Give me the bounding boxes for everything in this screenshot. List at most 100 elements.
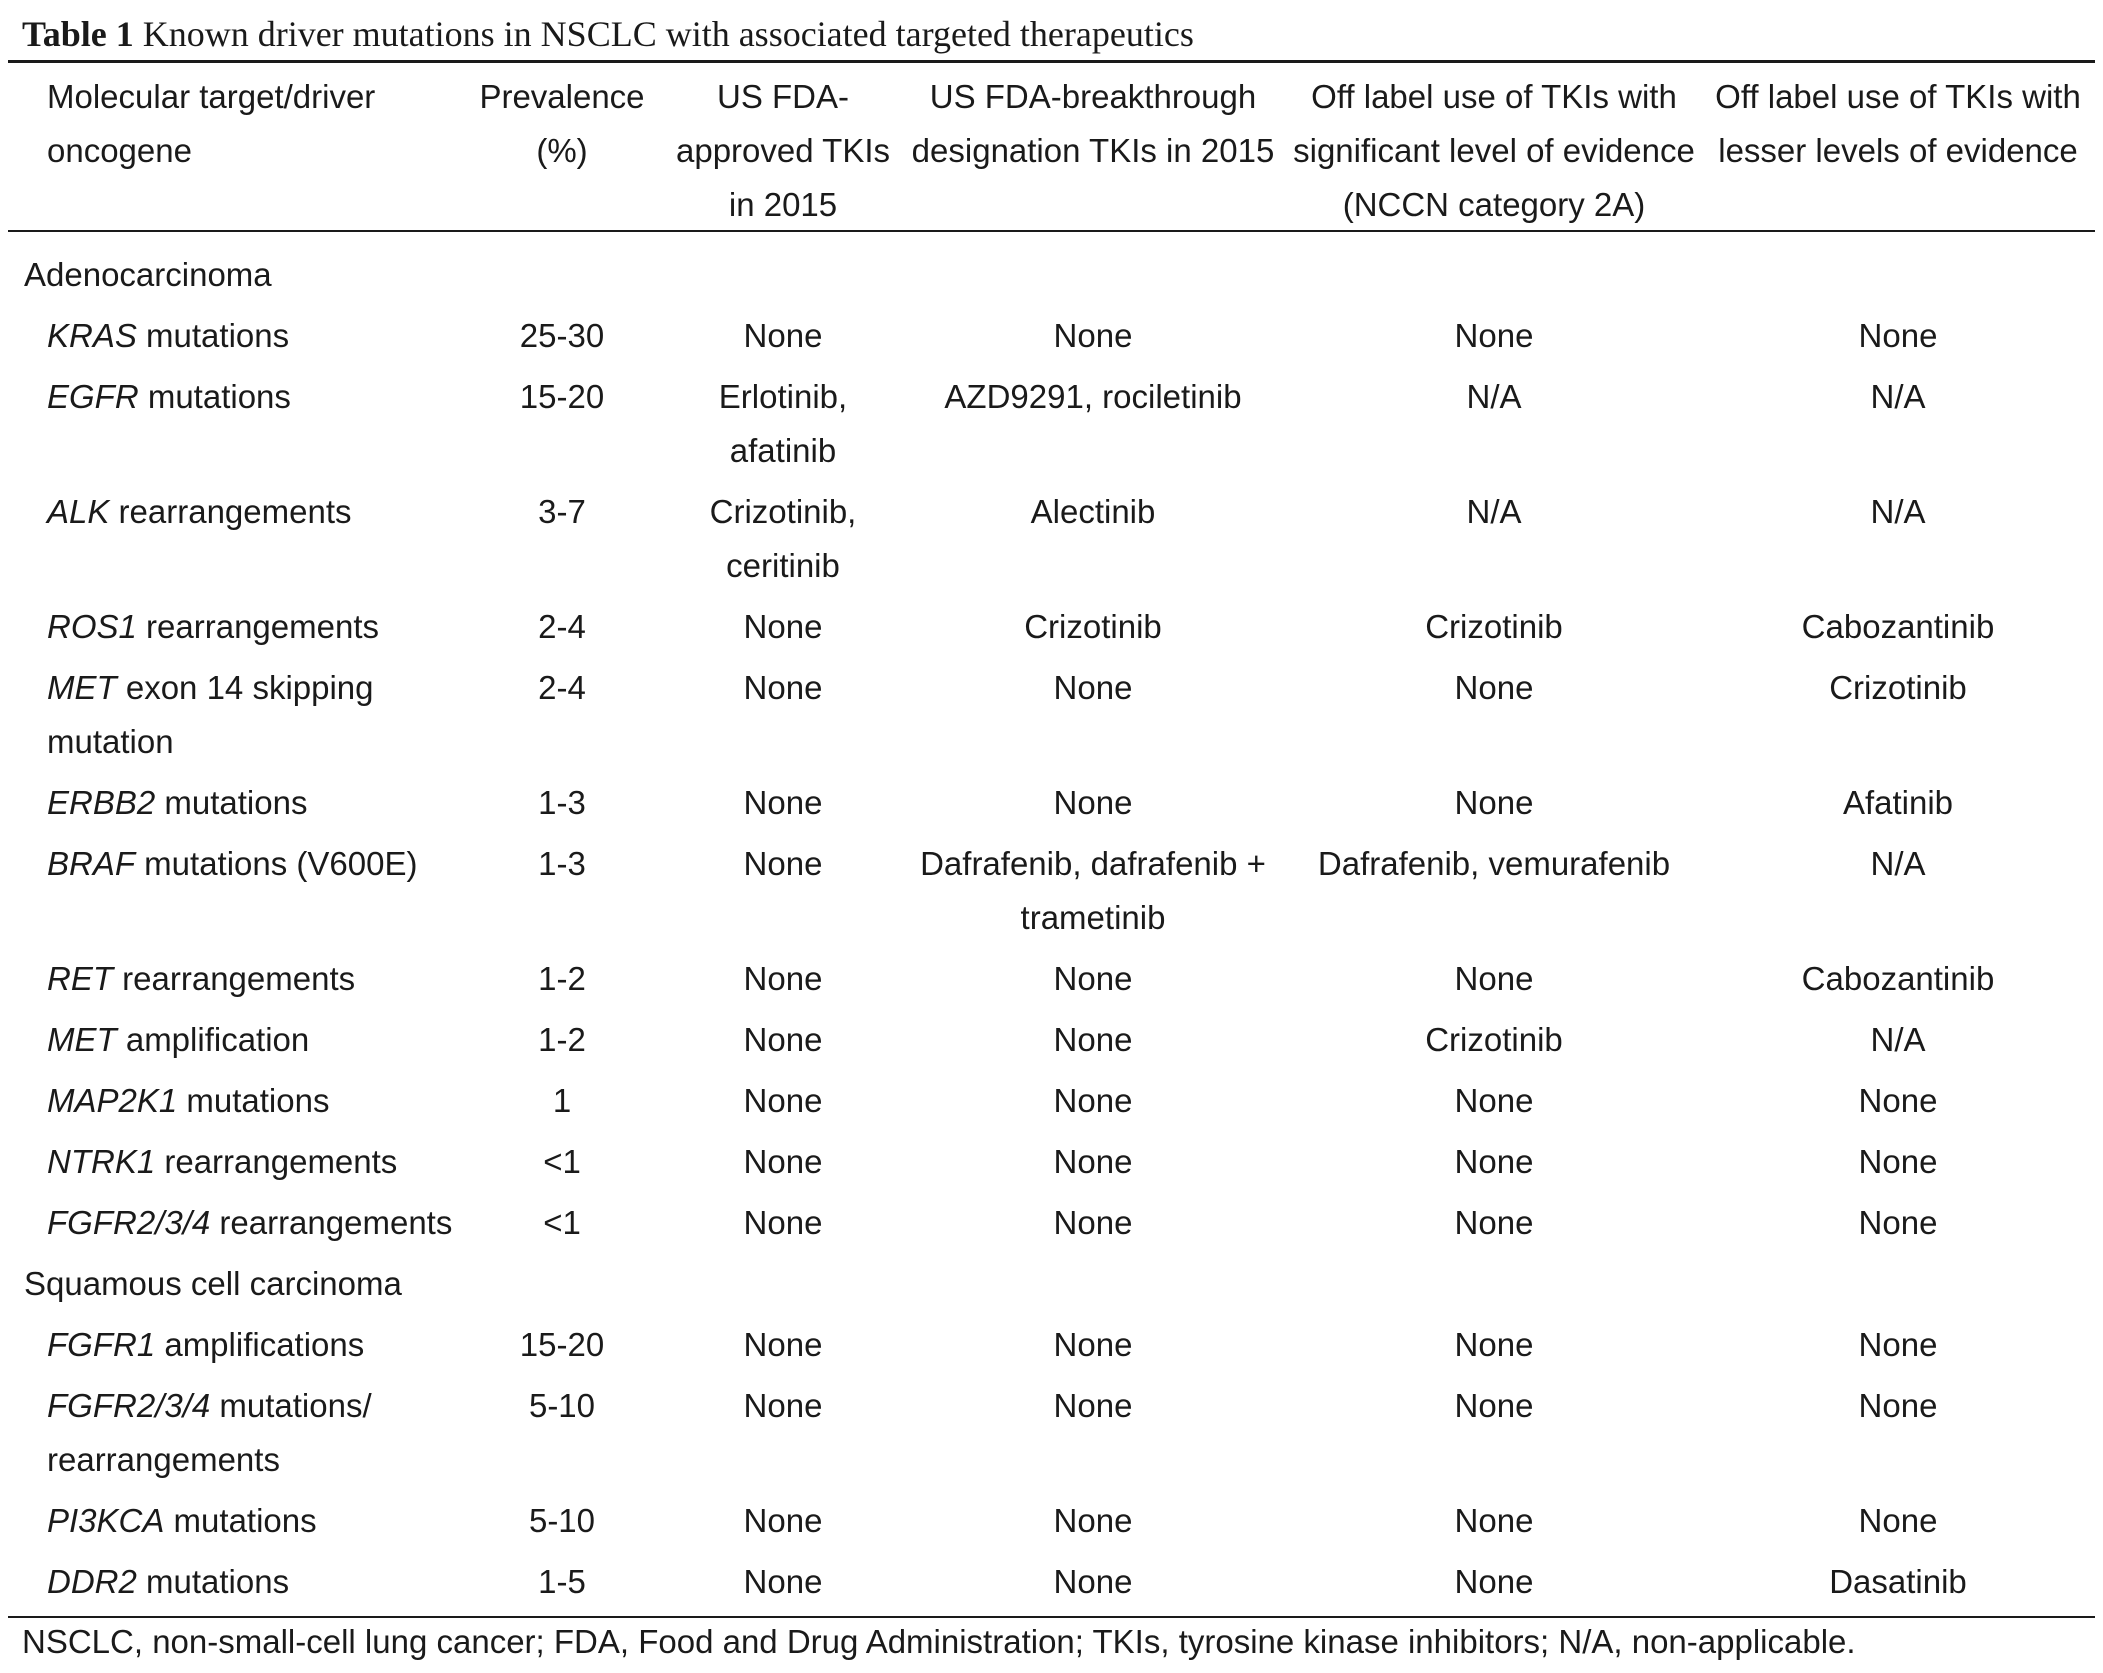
alteration-type: rearrangements [136, 608, 379, 645]
offlabel-2a-cell: None [1454, 1563, 1534, 1600]
breakthrough-cell: None [1053, 1387, 1133, 1424]
breakthrough-cell: None [1053, 1082, 1133, 1119]
table-row: KRAS mutations 25-30 None None None None [8, 307, 2095, 368]
molecular-target-cell: RET rearrangements [8, 950, 457, 1011]
alteration-type: rearrangements [113, 960, 356, 997]
alteration-type: rearrangements [155, 1143, 398, 1180]
prevalence-cell: 5-10 [528, 1387, 596, 1424]
fda-approved-cell: None [743, 960, 823, 997]
prevalence-cell: 3-7 [538, 493, 586, 530]
gene-name: MET [47, 669, 117, 706]
breakthrough-cell: None [1053, 317, 1133, 354]
offlabel-lesser-cell: N/A [1870, 845, 1926, 882]
fda-approved-cell: None [743, 1021, 823, 1058]
offlabel-2a-cell: None [1454, 669, 1534, 706]
section-title: Squamous cell carcinoma [24, 1265, 402, 1302]
column-header: Off label use of TKIs with lesser levels… [1715, 78, 2081, 169]
gene-name: RET [47, 960, 113, 997]
fda-approved-cell: None [743, 1387, 823, 1424]
molecular-target-cell: ERBB2 mutations [8, 774, 457, 835]
alteration-type: mutations [136, 317, 290, 354]
breakthrough-cell: None [1053, 1502, 1133, 1539]
section-title: Adenocarcinoma [24, 256, 272, 293]
breakthrough-cell: AZD9291, rociletinib [944, 378, 1242, 415]
gene-name: DDR2 [47, 1563, 137, 1600]
breakthrough-cell: Crizotinib [1024, 608, 1162, 645]
gene-name: MET [47, 1021, 117, 1058]
offlabel-lesser-cell: None [1858, 1387, 1938, 1424]
table-body: Adenocarcinoma KRAS mutations 25-30 None Non… [8, 246, 2095, 1614]
molecular-target-cell: FGFR2/3/4 rearrangements [8, 1194, 457, 1255]
header-rule [8, 230, 2095, 232]
molecular-target-cell: ROS1 rearrangements [8, 598, 457, 659]
fda-approved-cell: None [743, 1143, 823, 1180]
molecular-target-cell: FGFR2/3/4 mutations/ rearrangements [8, 1377, 457, 1492]
breakthrough-cell: Alectinib [1030, 493, 1156, 530]
offlabel-lesser-cell: None [1858, 1326, 1938, 1363]
offlabel-2a-cell: None [1454, 1502, 1534, 1539]
offlabel-lesser-cell: Cabozantinib [1801, 608, 1995, 645]
prevalence-cell: 2-4 [538, 608, 586, 645]
offlabel-lesser-cell: Cabozantinib [1801, 960, 1995, 997]
gene-name: PI3KCA [47, 1502, 165, 1539]
prevalence-cell: 2-4 [538, 669, 586, 706]
breakthrough-cell: None [1053, 1204, 1133, 1241]
gene-name: ROS1 [47, 608, 137, 645]
gene-name: BRAF [47, 845, 136, 882]
alteration-type: amplification [116, 1021, 310, 1058]
prevalence-cell: 1-5 [538, 1563, 586, 1600]
offlabel-lesser-cell: None [1858, 1204, 1938, 1241]
table-row: FGFR1 amplifications 15-20 None None None Non… [8, 1316, 2095, 1377]
gene-name: ERBB2 [47, 784, 156, 821]
gene-name: KRAS [47, 317, 137, 354]
offlabel-2a-cell: Crizotinib [1425, 608, 1563, 645]
alteration-type: mutations [177, 1082, 330, 1119]
column-header: Prevalence (%) [479, 78, 645, 169]
offlabel-2a-cell: None [1454, 1143, 1534, 1180]
offlabel-lesser-cell: Dasatinib [1829, 1563, 1967, 1600]
offlabel-2a-cell: N/A [1466, 493, 1522, 530]
table-row: EGFR mutations 15-20 Erlotinib, afatinib AZ… [8, 368, 2095, 483]
table-row: NTRK1 rearrangements <1 None None None None [8, 1133, 2095, 1194]
fda-approved-cell: Crizotinib, ceritinib [709, 493, 857, 584]
bottom-rule [8, 1616, 2095, 1618]
offlabel-lesser-cell: Afatinib [1842, 784, 1954, 821]
table-row: ERBB2 mutations 1-3 None None None Afatinib [8, 774, 2095, 835]
alteration-type: rearrangements [210, 1204, 453, 1241]
fda-approved-cell: Erlotinib, afatinib [718, 378, 848, 469]
breakthrough-cell: None [1053, 1143, 1133, 1180]
fda-approved-cell: None [743, 1204, 823, 1241]
alteration-type: mutations [136, 1563, 290, 1600]
table-row: RET rearrangements 1-2 None None None Cabozan… [8, 950, 2095, 1011]
molecular-target-cell: FGFR1 amplifications [8, 1316, 457, 1377]
alteration-type: mutations [164, 1502, 317, 1539]
prevalence-cell: 5-10 [528, 1502, 596, 1539]
gene-name: FGFR2/3/4 [47, 1387, 211, 1424]
alteration-type: exon 14 skipping mutation [47, 669, 383, 760]
molecular-target-cell: MAP2K1 mutations [8, 1072, 457, 1133]
table-row: DDR2 mutations 1-5 None None None Dasatinib [8, 1553, 2095, 1614]
gene-name: ALK [47, 493, 110, 530]
fda-approved-cell: None [743, 317, 823, 354]
table-row: PI3KCA mutations 5-10 None None None None [8, 1492, 2095, 1553]
table-row: BRAF mutations (V600E) 1-3 None Dafrafenib,… [8, 835, 2095, 950]
breakthrough-cell: None [1053, 1563, 1133, 1600]
offlabel-2a-cell: Dafrafenib, vemurafenib [1317, 845, 1671, 882]
offlabel-2a-cell: N/A [1466, 378, 1522, 415]
offlabel-2a-cell: None [1454, 317, 1534, 354]
molecular-target-cell: ALK rearrangements [8, 483, 457, 598]
gene-name: FGFR2/3/4 [47, 1204, 211, 1241]
alteration-type: amplifications [155, 1326, 365, 1363]
molecular-target-cell: MET exon 14 skipping mutation [8, 659, 457, 774]
gene-name: FGFR1 [47, 1326, 156, 1363]
fda-approved-cell: None [743, 1082, 823, 1119]
gene-name: EGFR [47, 378, 139, 415]
molecular-target-cell: KRAS mutations [8, 307, 457, 368]
breakthrough-cell: None [1053, 960, 1133, 997]
prevalence-cell: <1 [543, 1204, 581, 1241]
prevalence-cell: 1 [552, 1082, 572, 1119]
offlabel-2a-cell: None [1454, 784, 1534, 821]
column-header: Molecular target/driver oncogene [47, 78, 376, 169]
alteration-type: rearrangements [109, 493, 352, 530]
